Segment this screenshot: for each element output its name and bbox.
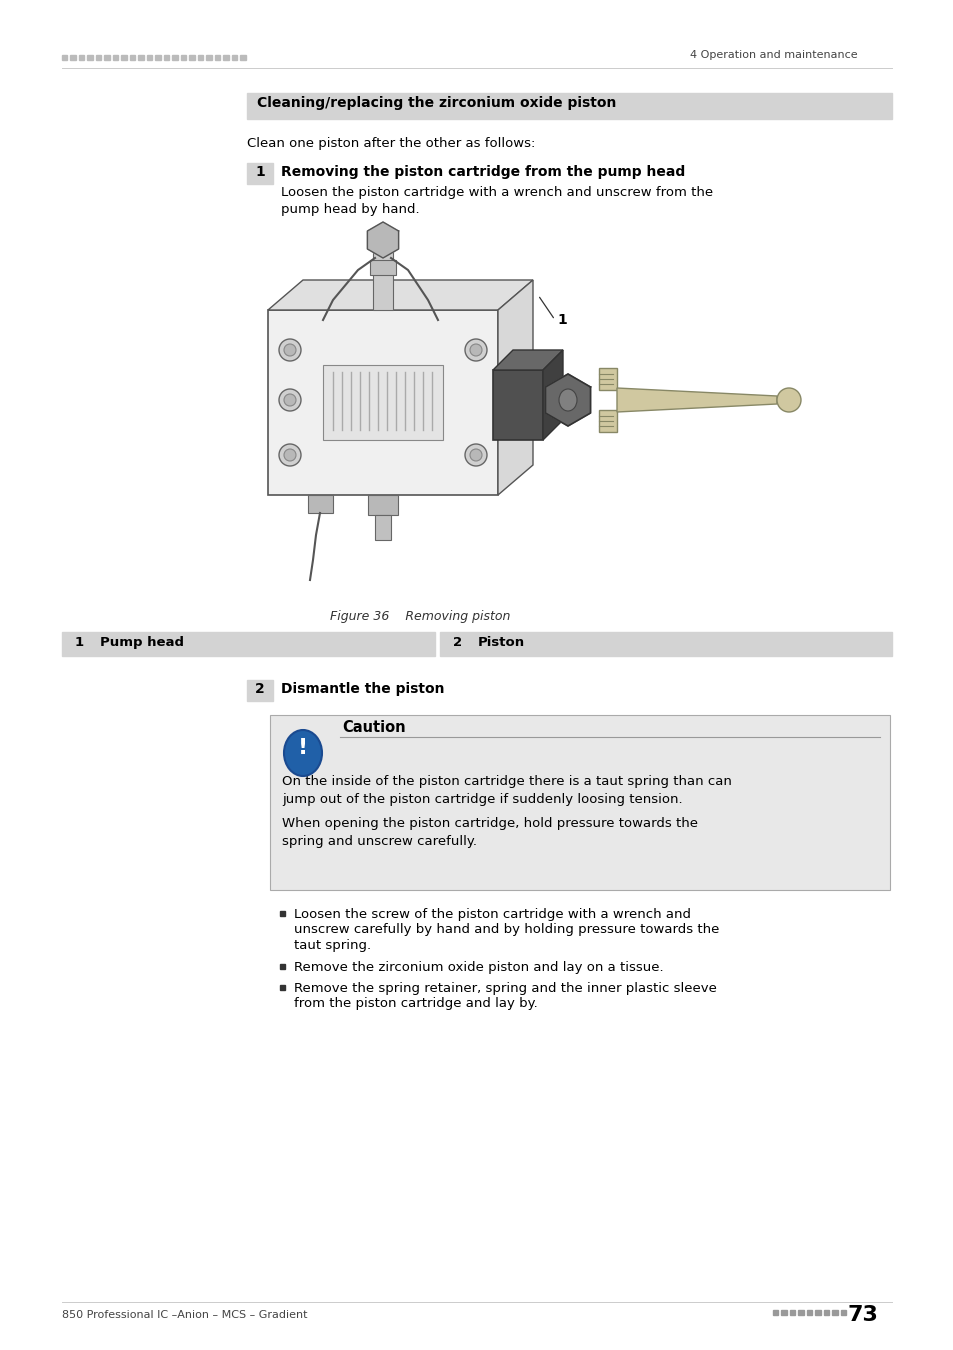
Text: 73: 73 [847, 1305, 878, 1324]
Bar [155, 55, 161, 59]
Bar [71, 55, 76, 59]
Text: When opening the piston cartridge, hold pressure towards the
spring and unscrew : When opening the piston cartridge, hold … [282, 817, 698, 848]
Text: Removing the piston cartridge from the pump head: Removing the piston cartridge from the p… [281, 165, 684, 180]
Bar [772, 1310, 778, 1315]
Bar [280, 986, 285, 990]
Bar [62, 55, 68, 59]
Bar [280, 911, 285, 917]
Bar [806, 1310, 812, 1315]
Polygon shape [598, 410, 617, 432]
Text: 2: 2 [557, 393, 566, 406]
Polygon shape [617, 387, 776, 412]
Polygon shape [268, 279, 533, 310]
Bar [493, 370, 542, 440]
Bar [190, 55, 194, 59]
Text: Pump head: Pump head [100, 636, 184, 649]
Text: Clean one piston after the other as follows:: Clean one piston after the other as foll… [247, 136, 535, 150]
Bar [832, 1310, 837, 1315]
Text: On the inside of the piston cartridge there is a taut spring than can
jump out o: On the inside of the piston cartridge th… [282, 775, 731, 806]
Text: Loosen the screw of the piston cartridge with a wrench and: Loosen the screw of the piston cartridge… [294, 909, 690, 921]
Text: Piston: Piston [477, 636, 524, 649]
Circle shape [278, 389, 301, 410]
Bar [130, 55, 135, 59]
Bar [373, 244, 393, 310]
Bar [823, 1310, 828, 1315]
Text: Loosen the piston cartridge with a wrench and unscrew from the
pump head by hand: Loosen the piston cartridge with a wrenc… [281, 186, 713, 216]
Bar [240, 55, 246, 59]
Text: taut spring.: taut spring. [294, 940, 371, 952]
Text: unscrew carefully by hand and by holding pressure towards the: unscrew carefully by hand and by holding… [294, 923, 719, 937]
Circle shape [464, 444, 486, 466]
Bar [214, 55, 220, 59]
Bar [247, 93, 891, 119]
Bar [121, 55, 127, 59]
Text: 850 Professional IC –Anion – MCS – Gradient: 850 Professional IC –Anion – MCS – Gradi… [62, 1310, 307, 1320]
Bar [88, 55, 92, 59]
Circle shape [284, 450, 295, 460]
Bar [247, 680, 273, 701]
Circle shape [464, 339, 486, 360]
Bar [270, 716, 889, 890]
Circle shape [278, 339, 301, 360]
Text: 1: 1 [254, 165, 265, 180]
Circle shape [284, 344, 295, 356]
Bar [181, 55, 186, 59]
Bar [798, 1310, 803, 1315]
Bar [105, 55, 110, 59]
Bar [172, 55, 178, 59]
Polygon shape [367, 221, 398, 258]
Text: Dismantle the piston: Dismantle the piston [281, 682, 444, 697]
Text: from the piston cartridge and lay by.: from the piston cartridge and lay by. [294, 998, 537, 1011]
Bar [368, 495, 397, 514]
Circle shape [284, 394, 295, 406]
Bar [781, 1310, 786, 1315]
Circle shape [278, 444, 301, 466]
Bar [375, 514, 391, 540]
Bar [138, 55, 144, 59]
Text: 4 Operation and maintenance: 4 Operation and maintenance [689, 50, 857, 59]
Bar [223, 55, 229, 59]
Bar [147, 55, 152, 59]
Text: Caution: Caution [341, 720, 405, 734]
Bar [308, 495, 333, 513]
Circle shape [776, 387, 801, 412]
Ellipse shape [284, 730, 322, 776]
Text: Remove the spring retainer, spring and the inner plastic sleeve: Remove the spring retainer, spring and t… [294, 981, 716, 995]
Bar [232, 55, 237, 59]
Bar [198, 55, 203, 59]
Polygon shape [497, 279, 533, 495]
Text: 2: 2 [254, 682, 265, 697]
Text: Figure 36    Removing piston: Figure 36 Removing piston [330, 610, 510, 622]
Text: 2: 2 [453, 636, 461, 649]
Bar [112, 55, 118, 59]
Ellipse shape [558, 389, 577, 410]
Bar [247, 163, 273, 184]
Bar [841, 1310, 845, 1315]
Circle shape [470, 450, 481, 460]
Bar [439, 632, 891, 656]
Bar [62, 632, 435, 656]
Text: 1: 1 [557, 313, 566, 327]
Bar [370, 261, 395, 275]
Circle shape [470, 344, 481, 356]
Bar [280, 964, 285, 968]
Bar [164, 55, 170, 59]
Text: Cleaning/replacing the zirconium oxide piston: Cleaning/replacing the zirconium oxide p… [256, 96, 616, 109]
Bar [206, 55, 212, 59]
Bar [268, 310, 497, 495]
Bar [96, 55, 101, 59]
Bar [815, 1310, 821, 1315]
Bar [79, 55, 85, 59]
Text: !: ! [297, 738, 308, 757]
Polygon shape [542, 350, 562, 440]
Text: Remove the zirconium oxide piston and lay on a tissue.: Remove the zirconium oxide piston and la… [294, 960, 663, 973]
Polygon shape [598, 369, 617, 390]
Text: 1: 1 [75, 636, 84, 649]
Polygon shape [545, 374, 590, 427]
Bar [789, 1310, 795, 1315]
Polygon shape [493, 350, 562, 370]
Bar [323, 364, 442, 440]
